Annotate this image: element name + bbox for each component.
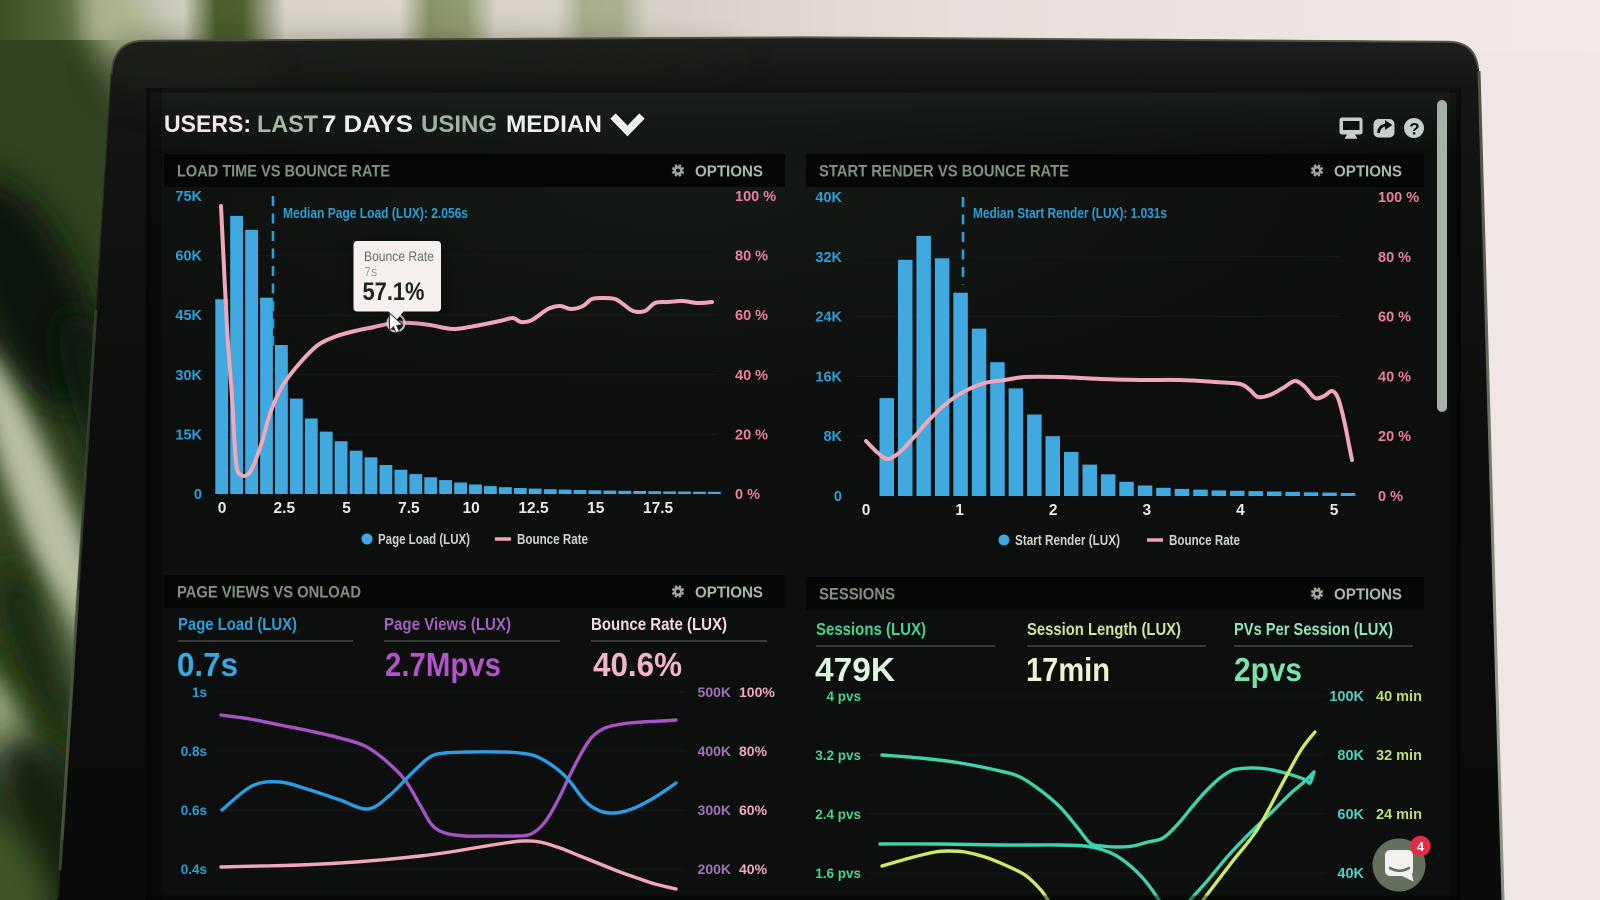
svg-text:40.6%: 40.6% <box>593 646 682 683</box>
svg-text:57.1%: 57.1% <box>363 278 425 306</box>
svg-text:Start Render (LUX): Start Render (LUX) <box>1015 533 1120 549</box>
svg-text:80K: 80K <box>1337 748 1364 764</box>
svg-text:MEDIAN: MEDIAN <box>506 111 602 138</box>
svg-text:SESSIONS: SESSIONS <box>819 585 895 604</box>
svg-text:OPTIONS: OPTIONS <box>695 585 763 602</box>
svg-text:80 %: 80 % <box>1378 250 1411 266</box>
svg-text:100K: 100K <box>1329 689 1364 705</box>
svg-text:0.4s: 0.4s <box>181 862 207 877</box>
svg-text:40K: 40K <box>1337 866 1364 882</box>
svg-text:0 %: 0 % <box>735 487 760 503</box>
svg-text:OPTIONS: OPTIONS <box>1334 164 1402 181</box>
svg-text:Page Views (LUX): Page Views (LUX) <box>384 614 511 634</box>
svg-text:LOAD TIME VS BOUNCE RATE: LOAD TIME VS BOUNCE RATE <box>177 162 390 181</box>
svg-text:Median Start Render (LUX): 1.0: Median Start Render (LUX): 1.031s <box>973 206 1167 222</box>
svg-text:START RENDER VS BOUNCE RATE: START RENDER VS BOUNCE RATE <box>819 162 1069 181</box>
svg-text:200K: 200K <box>698 861 731 877</box>
svg-text:40%: 40% <box>739 861 768 877</box>
svg-text:30K: 30K <box>175 368 202 384</box>
svg-text:Session Length (LUX): Session Length (LUX) <box>1027 619 1181 639</box>
svg-text:1s: 1s <box>192 685 207 700</box>
svg-text:2pvs: 2pvs <box>1234 651 1302 688</box>
svg-text:60 %: 60 % <box>1378 310 1411 326</box>
svg-text:1.6 pvs: 1.6 pvs <box>815 866 861 881</box>
svg-text:0.8s: 0.8s <box>181 744 207 759</box>
svg-text:4: 4 <box>1417 839 1425 854</box>
svg-text:20 %: 20 % <box>1378 429 1411 445</box>
svg-text:60K: 60K <box>175 249 202 265</box>
svg-text:3: 3 <box>1142 502 1151 519</box>
svg-text:17.5: 17.5 <box>643 500 674 517</box>
svg-text:Bounce Rate: Bounce Rate <box>517 532 588 548</box>
svg-text:32K: 32K <box>815 250 842 266</box>
svg-text:2: 2 <box>1049 502 1058 519</box>
svg-text:0: 0 <box>194 487 202 503</box>
svg-text:Bounce Rate: Bounce Rate <box>364 248 434 264</box>
svg-text:2.5: 2.5 <box>274 500 296 517</box>
svg-text:Sessions (LUX): Sessions (LUX) <box>816 619 926 639</box>
svg-text:60%: 60% <box>739 802 768 818</box>
svg-text:24K: 24K <box>815 310 842 326</box>
svg-text:100 %: 100 % <box>1378 190 1419 206</box>
svg-text:0.6s: 0.6s <box>181 803 207 818</box>
svg-text:40 %: 40 % <box>735 368 768 384</box>
svg-text:60 %: 60 % <box>735 308 768 324</box>
svg-text:10: 10 <box>463 500 480 517</box>
svg-text:80 %: 80 % <box>735 249 768 265</box>
svg-text:15: 15 <box>587 500 605 517</box>
svg-text:OPTIONS: OPTIONS <box>695 164 763 181</box>
svg-text:LAST: LAST <box>257 111 318 138</box>
svg-text:Bounce Rate: Bounce Rate <box>1169 533 1240 549</box>
svg-text:5: 5 <box>342 500 351 517</box>
svg-text:OPTIONS: OPTIONS <box>1334 587 1402 604</box>
svg-text:40K: 40K <box>815 190 842 206</box>
svg-text:2.7Mpvs: 2.7Mpvs <box>385 646 501 683</box>
svg-text:Page Load (LUX): Page Load (LUX) <box>178 614 297 634</box>
svg-text:7.5: 7.5 <box>398 500 420 517</box>
svg-text:100 %: 100 % <box>735 189 776 205</box>
svg-text:45K: 45K <box>175 308 202 324</box>
svg-text:0 %: 0 % <box>1378 489 1403 505</box>
svg-text:17min: 17min <box>1026 651 1110 688</box>
svg-text:USING: USING <box>421 111 497 138</box>
svg-text:USERS:: USERS: <box>164 111 251 138</box>
svg-text:3.2 pvs: 3.2 pvs <box>815 748 861 763</box>
svg-text:0: 0 <box>218 500 227 517</box>
svg-text:75K: 75K <box>175 189 202 205</box>
svg-text:Median Page Load (LUX): 2.056s: Median Page Load (LUX): 2.056s <box>283 206 468 222</box>
svg-text:12.5: 12.5 <box>518 500 549 517</box>
svg-text:24 min: 24 min <box>1376 807 1422 823</box>
svg-text:?: ? <box>1409 120 1419 139</box>
svg-text:Bounce Rate (LUX): Bounce Rate (LUX) <box>591 614 727 634</box>
svg-text:15K: 15K <box>175 427 202 443</box>
svg-text:0: 0 <box>862 502 871 519</box>
svg-text:40 min: 40 min <box>1376 689 1422 705</box>
svg-text:7 DAYS: 7 DAYS <box>322 111 413 138</box>
svg-text:0.7s: 0.7s <box>177 646 238 683</box>
svg-text:40 %: 40 % <box>1378 369 1411 385</box>
svg-text:400K: 400K <box>698 743 731 759</box>
svg-text:60K: 60K <box>1337 807 1364 823</box>
svg-text:4: 4 <box>1236 502 1245 519</box>
svg-text:16K: 16K <box>815 369 842 385</box>
svg-text:2.4 pvs: 2.4 pvs <box>815 807 861 822</box>
svg-text:8K: 8K <box>823 429 842 445</box>
svg-text:479K: 479K <box>815 651 895 688</box>
svg-text:Page Load (LUX): Page Load (LUX) <box>378 532 470 548</box>
svg-text:80%: 80% <box>739 743 768 759</box>
svg-text:0: 0 <box>834 489 842 505</box>
svg-text:1: 1 <box>955 502 964 519</box>
svg-text:500K: 500K <box>698 684 731 700</box>
svg-text:PAGE VIEWS VS ONLOAD: PAGE VIEWS VS ONLOAD <box>177 583 361 602</box>
svg-text:300K: 300K <box>698 802 731 818</box>
svg-text:5: 5 <box>1330 502 1339 519</box>
svg-text:100%: 100% <box>739 684 775 700</box>
svg-text:7s: 7s <box>364 265 377 279</box>
svg-text:4 pvs: 4 pvs <box>826 689 861 704</box>
svg-text:32 min: 32 min <box>1376 748 1422 764</box>
svg-text:20 %: 20 % <box>735 427 768 443</box>
svg-text:PVs Per Session (LUX): PVs Per Session (LUX) <box>1234 619 1393 639</box>
